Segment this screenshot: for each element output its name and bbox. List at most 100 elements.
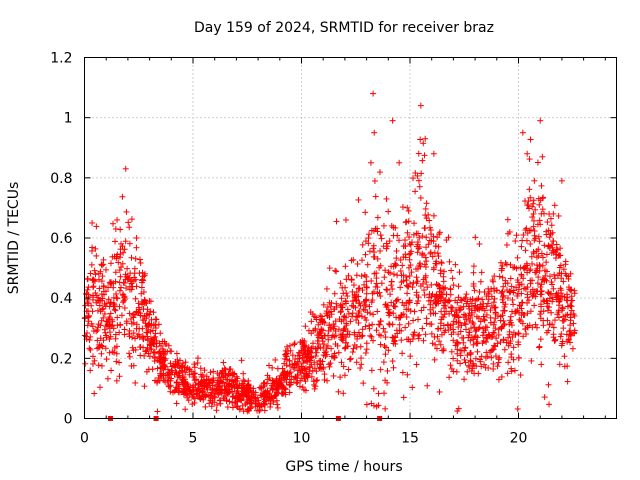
data-point: [141, 383, 148, 390]
data-point: [531, 177, 538, 184]
data-points: [81, 90, 578, 415]
data-point: [96, 343, 103, 350]
data-point: [428, 231, 435, 238]
data-point: [167, 348, 174, 355]
y-axis-label: SRMTID / TECUs: [6, 182, 22, 295]
data-point: [121, 279, 128, 286]
data-point: [325, 361, 332, 368]
data-point: [519, 237, 526, 244]
data-point: [128, 216, 135, 223]
data-point: [120, 249, 127, 256]
data-point: [448, 308, 455, 315]
data-point: [515, 279, 522, 286]
data-point: [296, 363, 303, 370]
data-point: [384, 302, 391, 309]
data-point: [564, 311, 571, 318]
data-point: [462, 312, 469, 319]
data-point: [521, 285, 528, 292]
data-point: [221, 395, 228, 402]
data-point: [406, 256, 413, 263]
data-point: [509, 296, 516, 303]
data-point: [420, 304, 427, 311]
data-point: [311, 385, 318, 392]
data-point: [468, 300, 475, 307]
data-point: [323, 285, 330, 292]
data-point: [155, 353, 162, 360]
data-point: [488, 293, 495, 300]
data-point: [93, 223, 100, 230]
data-point: [558, 342, 565, 349]
data-point: [376, 331, 383, 338]
data-point: [337, 374, 344, 381]
data-point: [136, 334, 143, 341]
data-point: [142, 297, 149, 304]
data-point: [490, 365, 497, 372]
data-point: [539, 262, 546, 269]
data-point: [384, 287, 391, 294]
data-point: [452, 297, 459, 304]
data-point: [546, 401, 553, 408]
data-point: [507, 275, 514, 282]
data-point: [370, 245, 377, 252]
data-point: [101, 326, 108, 333]
data-point: [495, 331, 502, 338]
data-point: [203, 376, 210, 383]
data-point: [386, 310, 393, 317]
data-point: [492, 309, 499, 316]
data-point: [431, 249, 438, 256]
data-point: [556, 361, 563, 368]
data-point: [88, 261, 95, 268]
data-point: [192, 370, 199, 377]
data-point: [567, 287, 574, 294]
data-point: [421, 287, 428, 294]
data-point: [561, 316, 568, 323]
data-point: [351, 294, 358, 301]
data-point: [529, 260, 536, 267]
data-point: [413, 292, 420, 299]
data-point: [117, 273, 124, 280]
data-point: [428, 330, 435, 337]
data-point: [363, 273, 370, 280]
data-point: [419, 233, 426, 240]
data-point: [530, 217, 537, 224]
data-point: [423, 200, 430, 207]
data-point: [536, 238, 543, 245]
data-point: [315, 340, 322, 347]
data-point: [566, 328, 573, 335]
data-point: [377, 293, 384, 300]
data-point: [529, 214, 536, 221]
data-point: [353, 272, 360, 279]
data-point: [534, 280, 541, 287]
data-point: [155, 321, 162, 328]
data-point: [229, 371, 236, 378]
data-point: [560, 325, 567, 332]
data-point: [537, 336, 544, 343]
data-point: [557, 333, 564, 340]
data-point: [543, 259, 550, 266]
data-point: [452, 261, 459, 268]
data-point: [337, 309, 344, 316]
data-point: [111, 344, 118, 351]
data-point: [126, 240, 133, 247]
data-point: [286, 389, 293, 396]
data-point: [513, 232, 520, 239]
data-point: [274, 404, 281, 411]
x-tick-label: 15: [401, 431, 419, 447]
y-tick-label: 0: [64, 412, 73, 428]
data-point: [374, 308, 381, 315]
data-point: [533, 254, 540, 261]
data-point: [377, 341, 384, 348]
data-point: [508, 283, 515, 290]
data-point: [519, 129, 526, 136]
data-point: [369, 321, 376, 328]
data-point: [84, 276, 91, 283]
data-point: [341, 372, 348, 379]
data-point: [308, 318, 315, 325]
data-point: [491, 342, 498, 349]
data-point: [455, 324, 462, 331]
data-point: [159, 364, 166, 371]
data-point: [302, 323, 309, 330]
data-point: [315, 332, 322, 339]
data-point: [161, 340, 168, 347]
data-point: [568, 293, 575, 300]
